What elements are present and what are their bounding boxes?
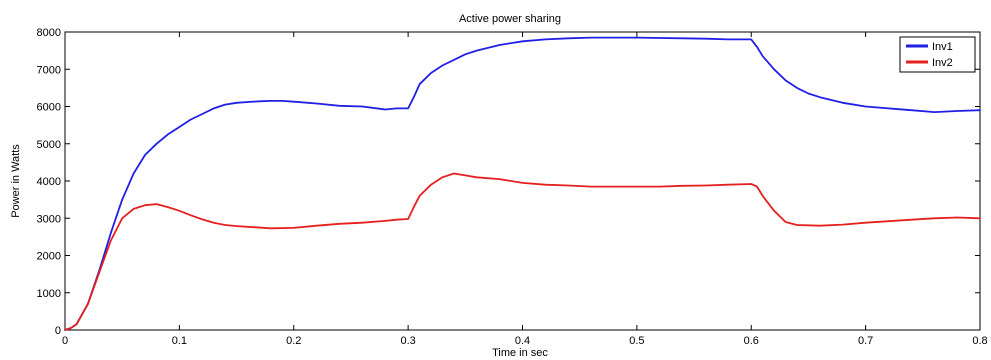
y-tick-label: 6000: [37, 102, 61, 114]
series-line-inv2: [64, 172, 981, 331]
y-tick-label: 1000: [37, 288, 61, 300]
y-tick-label: 3000: [37, 213, 61, 225]
x-axis: 0 0.1 0.2 0.3 0.4 0.5 0.6 0.7 0.8: [62, 32, 988, 347]
series-layer: [64, 36, 981, 331]
x-tick-label: 0.8: [972, 335, 987, 347]
plot-area: [64, 31, 981, 331]
x-tick-label: 0.2: [286, 335, 301, 347]
legend-box: [899, 36, 976, 73]
x-tick-label: 0.7: [858, 335, 873, 347]
legend-label-inv2: Inv2: [932, 57, 953, 69]
x-axis-label: Time in sec: [492, 347, 548, 359]
y-tick-label: 4000: [37, 176, 61, 188]
y-tick-label: 2000: [37, 251, 61, 263]
x-tick-label: 0: [62, 335, 68, 347]
x-tick-label: 0.1: [172, 335, 187, 347]
x-tick-label: 0.4: [515, 335, 530, 347]
y-tick-label: 0: [55, 325, 61, 337]
x-tick-label: 0.5: [629, 335, 644, 347]
legend: Inv1 Inv2: [899, 36, 976, 73]
chart-title: Active power sharing: [459, 13, 561, 25]
y-axis-label: Power in Watts: [10, 144, 22, 218]
y-tick-label: 7000: [37, 64, 61, 76]
x-tick-label: 0.3: [400, 335, 415, 347]
legend-label-inv1: Inv1: [932, 41, 953, 53]
y-tick-label: 5000: [37, 139, 61, 151]
y-tick-label: 8000: [37, 27, 61, 39]
series-line-inv1: [64, 36, 981, 331]
y-axis: 0 1000 2000 3000 4000 5000 6000 7000 8000: [37, 27, 980, 337]
x-tick-label: 0.6: [744, 335, 759, 347]
